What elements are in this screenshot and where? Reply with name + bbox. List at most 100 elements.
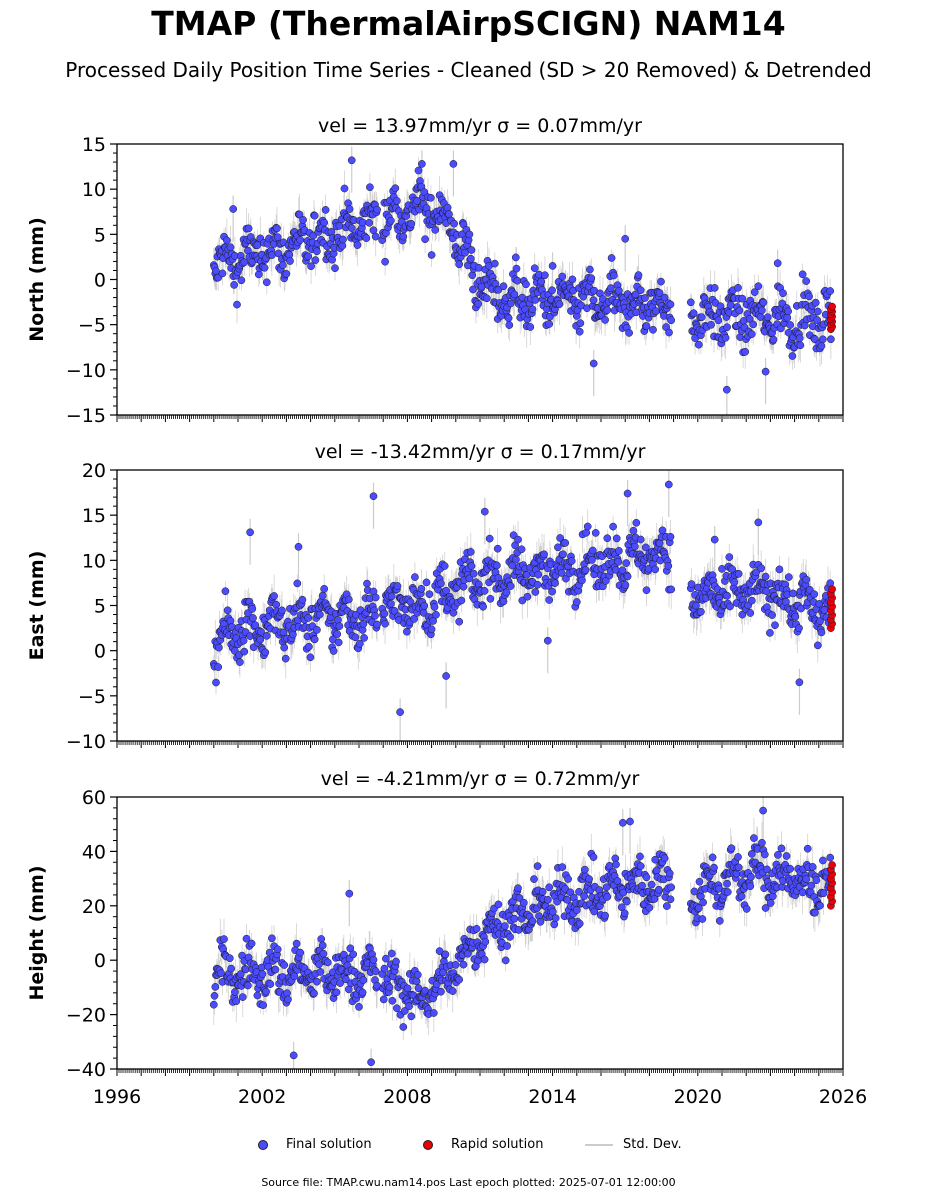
final-solution-point (347, 156, 356, 165)
final-solution-point (773, 259, 782, 268)
final-solution-point (664, 562, 673, 570)
final-solution-point (730, 578, 739, 587)
final-solution-point (474, 299, 482, 308)
final-solution-point (304, 614, 313, 622)
final-solution-point (336, 979, 344, 987)
final-solution-point (380, 964, 389, 973)
final-solution-point (393, 582, 402, 590)
final-solution-point (543, 895, 552, 904)
final-solution-point (634, 271, 643, 279)
x-minor-ticks (118, 1069, 842, 1073)
final-solution-point (493, 544, 502, 553)
final-solution-point (371, 611, 379, 620)
final-solution-point (667, 585, 676, 594)
final-solution-point (421, 235, 429, 244)
data-layer-height (209, 797, 836, 1069)
final-solution-point (270, 592, 278, 600)
final-solution-point (745, 315, 754, 323)
final-solution-point (638, 881, 646, 890)
final-solution-point (455, 260, 464, 269)
final-solution-point (319, 949, 328, 958)
final-solution-point (636, 286, 645, 295)
final-solution-point (480, 955, 489, 964)
final-solution-point (506, 933, 514, 941)
final-solution-point (392, 1004, 401, 1013)
final-solution-point (564, 875, 572, 883)
final-solution-point (411, 573, 419, 581)
final-solution-point (548, 286, 556, 295)
final-solution-point (259, 1001, 268, 1010)
final-solution-point (418, 160, 426, 168)
panel-height: vel = -4.21mm/yr σ = 0.72mm/yr Height (mm… (26, 768, 867, 1108)
final-solution-point (225, 954, 234, 963)
x-tick-label: 2020 (674, 1086, 722, 1108)
final-solution-point (660, 854, 669, 863)
final-solution-point (229, 205, 238, 213)
final-solution-point (209, 1000, 218, 1009)
final-solution-point (631, 542, 639, 551)
final-solution-point (698, 915, 707, 923)
final-solution-point (403, 627, 411, 636)
final-solution-point (359, 620, 368, 628)
y-tick-label: 20 (82, 896, 106, 918)
panel-north: vel = 13.97mm/yr σ = 0.07mm/yr North (mm)… (26, 115, 844, 427)
final-solution-point (290, 972, 299, 981)
page-subtitle: Processed Daily Position Time Series - C… (65, 58, 872, 82)
final-solution-point (392, 197, 401, 205)
final-solution-point (266, 980, 275, 988)
final-solution-point (601, 577, 610, 585)
x-tick-label: 1996 (93, 1086, 141, 1108)
final-solution-point (533, 580, 542, 589)
final-solution-point (363, 579, 371, 588)
final-solution-point (232, 997, 241, 1006)
final-solution-point (334, 638, 343, 647)
final-solution-point (817, 342, 826, 350)
final-solution-point (707, 320, 715, 329)
final-solution-point (448, 987, 457, 995)
final-solution-point (802, 575, 811, 584)
final-solution-point (766, 629, 774, 637)
final-solution-point (493, 561, 501, 570)
final-solution-point (738, 610, 747, 619)
final-solution-point (545, 320, 554, 328)
final-solution-point (621, 234, 630, 243)
final-solution-point (273, 945, 282, 954)
final-solution-point (503, 942, 511, 950)
final-solution-point (431, 226, 440, 234)
final-solution-point (304, 252, 313, 261)
final-solution-point (494, 900, 503, 909)
final-solution-point (735, 306, 744, 315)
final-solution-point (759, 806, 767, 815)
y-tick-label: −20 (66, 1005, 106, 1027)
final-solution-point (437, 987, 445, 996)
final-solution-point (261, 648, 270, 657)
final-solution-point (249, 614, 257, 622)
final-solution-point (371, 967, 380, 976)
final-solution-point (601, 911, 609, 920)
final-solution-point (601, 316, 609, 324)
final-solution-point (253, 991, 262, 1000)
final-solution-point (642, 586, 651, 595)
y-tick-label: 0 (94, 950, 106, 972)
final-solution-point (412, 977, 421, 986)
final-solution-point (589, 853, 598, 861)
final-points-north (209, 156, 835, 394)
legend-final-solution: Final solution (258, 1137, 372, 1152)
legend-rapid-label: Rapid solution (451, 1137, 544, 1152)
final-solution-point (226, 243, 235, 252)
final-solution-point (777, 844, 786, 853)
final-solution-point (727, 844, 736, 853)
final-solution-point (284, 995, 292, 1004)
final-solution-point (380, 609, 389, 618)
final-solution-point (645, 903, 654, 912)
final-solution-point (658, 526, 667, 535)
y-tick-label: −5 (78, 686, 106, 708)
final-solution-point (239, 636, 248, 645)
final-solution-point (236, 970, 245, 978)
final-solution-point (286, 257, 294, 265)
final-solution-point (310, 211, 319, 220)
final-solution-point (220, 935, 228, 943)
final-solution-point (318, 941, 327, 950)
final-solution-point (306, 653, 315, 662)
final-solution-point (737, 892, 746, 901)
